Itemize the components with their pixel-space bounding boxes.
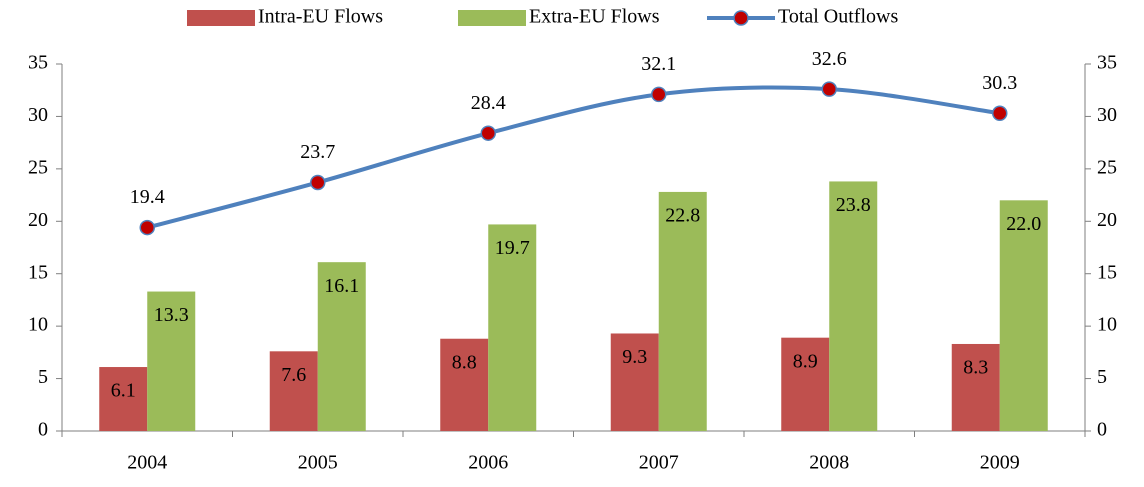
bar [781,337,830,431]
data-label: 22.0 [1006,213,1041,235]
data-label: 7.6 [281,364,306,386]
data-label: 32.1 [641,53,676,75]
x-tick-label: 2006 [468,452,508,474]
data-label: 13.3 [154,304,189,326]
legend-swatch [458,10,526,26]
y-tick-label: 0 [38,419,48,441]
bar [488,224,537,431]
line [146,85,1001,230]
x-tick-label: 2008 [809,452,849,474]
y-tick-label: 25 [28,156,48,178]
line-marker [821,81,837,97]
y2-tick-label: 10 [1097,314,1117,336]
data-label: 30.3 [982,72,1017,94]
y2-tick-label: 35 [1097,52,1117,74]
bar [269,351,318,431]
y-tick-label: 15 [28,261,48,283]
y-tick-label: 20 [28,209,48,231]
data-label: 19.7 [495,237,530,259]
data-label: 8.9 [793,350,818,372]
x-tick-label: 2007 [639,452,679,474]
bar [317,262,366,431]
line-marker [651,86,667,103]
bar [99,367,148,431]
data-label: 19.4 [130,186,165,208]
x-tick-label: 2005 [298,452,338,474]
bar [951,343,1000,431]
y2-tick-label: 15 [1097,261,1117,283]
bar [999,200,1048,431]
data-label: 8.3 [963,357,988,379]
data-label: 16.1 [324,275,359,297]
x-tick-label: 2004 [127,452,167,474]
data-label: 23.7 [300,141,335,163]
legend-label: Extra-EU Flows [529,6,660,28]
data-label: 8.8 [452,351,477,373]
y-tick-label: 30 [28,104,48,126]
legend-swatch [187,10,255,26]
legend-marker [733,10,749,26]
line-marker [139,219,155,236]
data-label: 9.3 [622,346,647,368]
y2-tick-label: 20 [1097,209,1117,231]
line-marker [992,105,1008,122]
y2-tick-label: 5 [1097,366,1107,388]
legend-label: Intra-EU Flows [258,6,383,28]
data-label: 32.6 [812,48,847,70]
y2-tick-label: 30 [1097,104,1117,126]
y-tick-label: 10 [28,314,48,336]
x-tick-label: 2009 [980,452,1020,474]
bar [147,291,196,431]
legend-label: Total Outflows [778,6,898,28]
y2-tick-label: 0 [1097,419,1107,441]
bar [440,338,489,431]
y2-tick-label: 25 [1097,156,1117,178]
data-label: 6.1 [111,380,136,402]
bar [658,191,707,431]
y-tick-label: 5 [38,366,48,388]
y-tick-label: 35 [28,52,48,74]
data-label: 28.4 [471,92,506,114]
bar [829,181,878,431]
data-label: 22.8 [665,205,700,227]
line-marker [310,174,326,191]
data-label: 23.8 [836,194,871,216]
line-marker [480,125,496,141]
bar [610,333,659,431]
